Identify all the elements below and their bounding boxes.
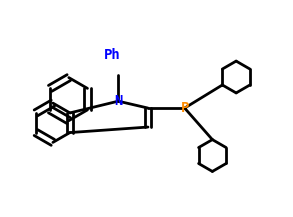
Text: Ph: Ph <box>104 48 121 62</box>
Text: N: N <box>114 94 122 108</box>
Text: P: P <box>180 101 189 115</box>
